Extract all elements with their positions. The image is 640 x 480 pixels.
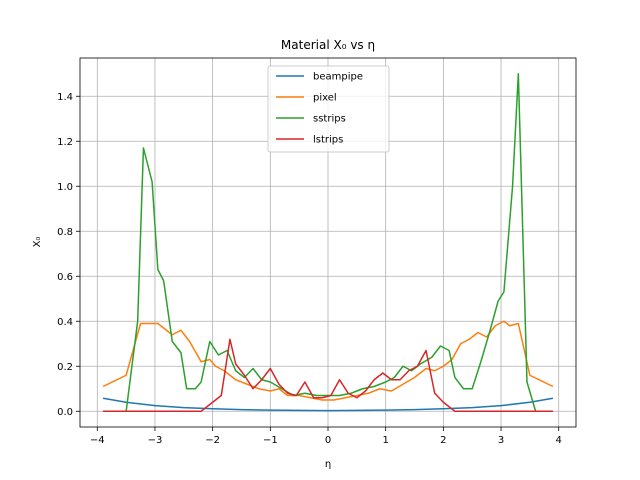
legend: beampipe pixel sstrips lstrips [267,65,390,153]
x-tick-label: 0 [325,435,331,446]
x-tick-label: −2 [205,435,220,446]
y-tick-label: 0.2 [57,362,73,373]
x-tick-label: 1 [382,435,388,446]
series-line-pixel [102,320,554,401]
series-layer [102,73,554,412]
x-axis-label: η [325,459,331,470]
y-tick-label: 1.4 [57,92,73,103]
legend-box [267,65,390,153]
legend-label-lstrips: lstrips [313,135,343,146]
axis-ticks: −4 −3 −2 −1 0 1 2 3 4 0.0 0.2 0.4 0.6 0.8 1.0 1.2 1.4 [57,92,562,446]
y-tick-label: 1.0 [57,182,73,193]
legend-label-beampipe: beampipe [313,72,363,83]
x-tick-label: 2 [440,435,446,446]
y-axis-label: X₀ [32,237,43,248]
x-tick-label: −3 [148,435,163,446]
x-tick-label: −1 [263,435,278,446]
y-tick-label: 0.0 [57,407,73,418]
chart-title: Material X₀ vs η [281,38,375,52]
series-line-lstrips [103,338,553,412]
legend-label-sstrips: sstrips [313,114,346,125]
legend-label-pixel: pixel [313,93,337,104]
x-tick-label: 3 [498,435,504,446]
y-tick-label: 0.6 [57,272,73,283]
x-tick-label: −4 [90,435,105,446]
y-tick-label: 0.4 [57,317,73,328]
series-line-beampipe [102,397,554,412]
x-tick-label: 4 [556,435,562,446]
y-tick-label: 0.8 [57,227,73,238]
y-tick-label: 1.2 [57,137,73,148]
